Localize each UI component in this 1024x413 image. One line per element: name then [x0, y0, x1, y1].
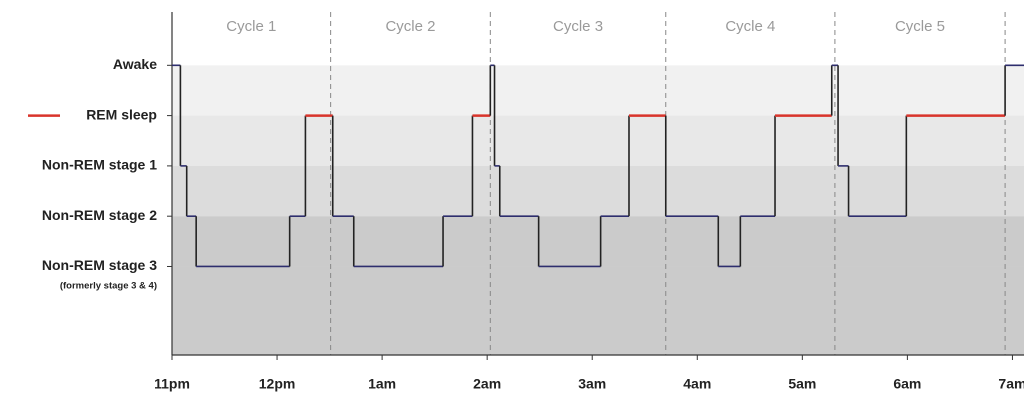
- band: [172, 216, 1024, 267]
- cycle-label: Cycle 3: [553, 18, 603, 35]
- x-tick-label: 7am: [998, 376, 1024, 392]
- band: [172, 65, 1024, 116]
- x-tick-label: 3am: [578, 376, 606, 392]
- band: [172, 115, 1024, 166]
- cycle-label: Cycle 5: [895, 18, 945, 35]
- y-tick-label: REM sleep: [86, 106, 157, 122]
- x-tick-label: 5am: [788, 376, 816, 392]
- x-tick-label: 1am: [368, 376, 396, 392]
- x-tick-label: 12pm: [259, 376, 296, 392]
- cycle-label: Cycle 1: [226, 18, 276, 35]
- x-tick-label: 6am: [893, 376, 921, 392]
- y-tick-label: Awake: [113, 56, 157, 72]
- y-note: (formerly stage 3 & 4): [60, 281, 157, 292]
- band: [172, 266, 1024, 355]
- x-tick-label: 4am: [683, 376, 711, 392]
- cycle-label: Cycle 4: [725, 18, 775, 35]
- x-tick-label: 11pm: [154, 376, 190, 392]
- cycle-label: Cycle 2: [385, 18, 435, 35]
- y-tick-label: Non-REM stage 3: [42, 257, 157, 273]
- y-tick-label: Non-REM stage 2: [42, 207, 157, 223]
- band: [172, 165, 1024, 217]
- y-tick-label: Non-REM stage 1: [42, 157, 157, 173]
- background-bands: [172, 65, 1024, 355]
- x-tick-label: 2am: [473, 376, 501, 392]
